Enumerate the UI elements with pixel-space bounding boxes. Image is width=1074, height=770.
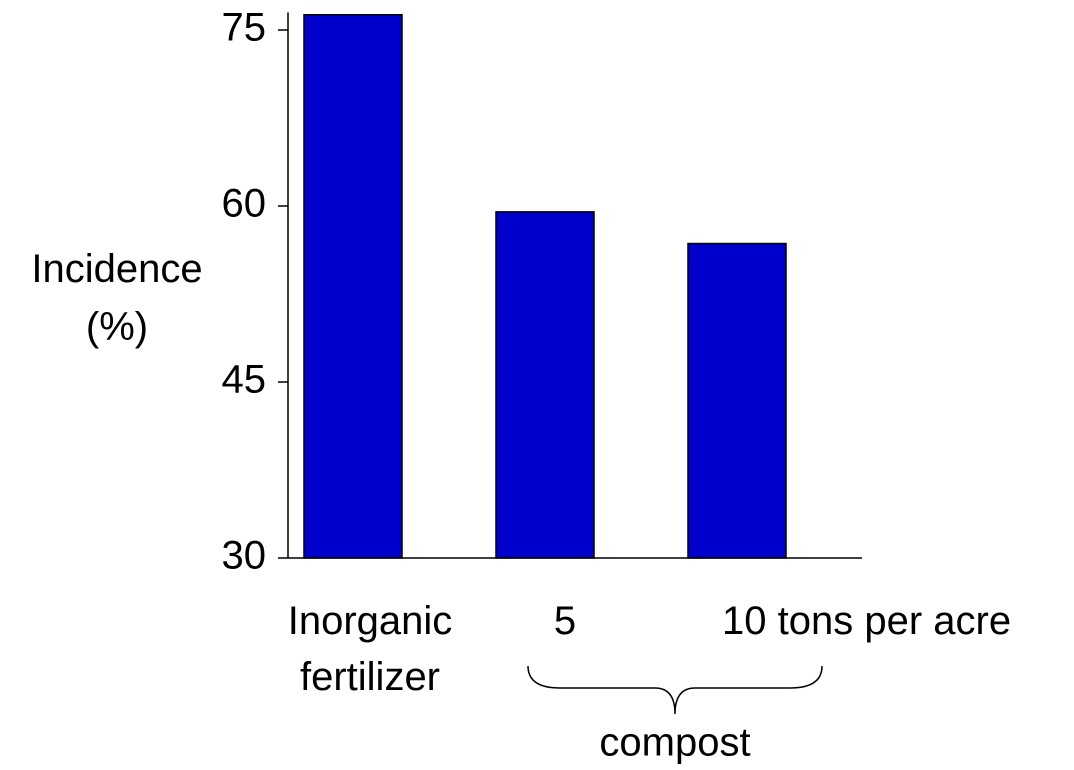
- bar: [495, 211, 595, 559]
- x-tick-label: 10 tons per acre: [722, 599, 1011, 643]
- y-tick-label: 45: [222, 358, 267, 402]
- y-tick-label: 60: [222, 182, 267, 226]
- bar: [303, 13, 403, 559]
- bar: [687, 242, 787, 559]
- y-tick-label: 75: [222, 6, 267, 50]
- y-tick-label: 30: [222, 534, 267, 578]
- x-tick-label: 5: [554, 599, 576, 643]
- y-axis-label: Incidence (%): [31, 247, 202, 349]
- x-tick-label: Inorganic fertilizer: [288, 599, 453, 699]
- annotation: compost: [599, 721, 750, 765]
- brace: [527, 665, 823, 715]
